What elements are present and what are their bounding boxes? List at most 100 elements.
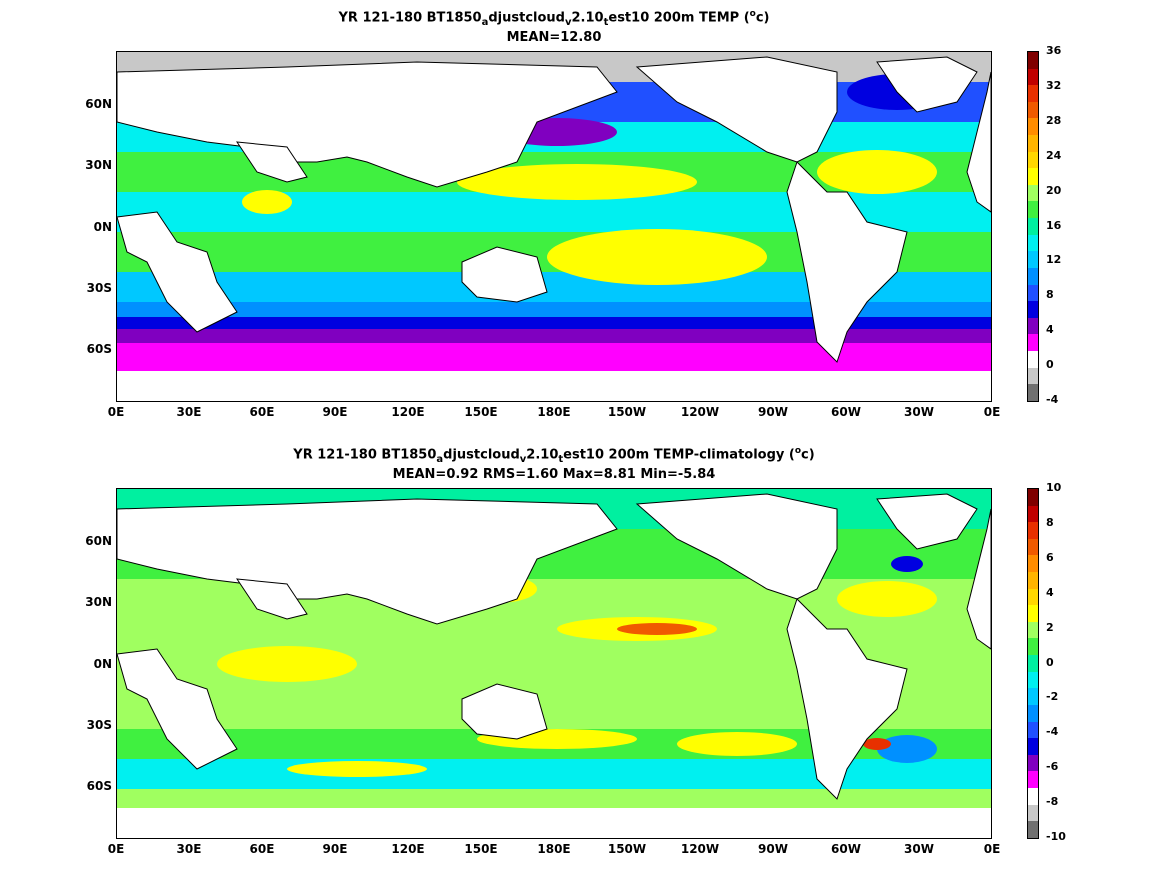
y-tick-30s: 30S — [86, 281, 112, 295]
colorbar-label: 4 — [1046, 323, 1054, 337]
colorbar-segment — [1028, 384, 1038, 401]
colorbar-segment — [1028, 284, 1038, 302]
x-tick: 120E — [391, 405, 425, 419]
y-tick-60s: 60S — [86, 779, 112, 793]
x-tick: 120E — [391, 842, 425, 856]
colorbar-label: -6 — [1046, 760, 1059, 774]
colorbar-label: -10 — [1046, 830, 1066, 843]
colorbar-label: 32 — [1046, 78, 1062, 92]
x-tick: 90E — [322, 405, 348, 419]
panel-title: YR 121-180 BT1850adjustcloudv2.10test10 … — [293, 446, 815, 465]
colorbar-segment — [1028, 522, 1038, 539]
colorbar-label: -4 — [1046, 725, 1059, 739]
x-tick: 150E — [464, 405, 498, 419]
colorbar-label: 36 — [1046, 44, 1062, 57]
x-tick: 180E — [537, 842, 571, 856]
colorbar-segment — [1028, 301, 1038, 318]
colorbar-label: 10 — [1046, 481, 1062, 494]
colorbar-segment — [1028, 85, 1038, 102]
panel-subtitle: MEAN=0.92 RMS=1.60 Max=8.81 Min=-5.84 — [392, 467, 716, 482]
y-tick-60s: 60S — [86, 342, 112, 356]
colorbar-segment — [1028, 367, 1038, 385]
y-tick-30n: 30N — [85, 595, 112, 609]
colorbar-segment — [1028, 251, 1038, 268]
x-tick: 60E — [249, 405, 275, 419]
colorbar-segment — [1028, 621, 1038, 639]
x-tick: 30W — [904, 842, 934, 856]
colorbar-segment — [1028, 505, 1038, 523]
x-tick: 90E — [322, 842, 348, 856]
colorbar — [1027, 51, 1039, 402]
y-tick-60n: 60N — [85, 97, 112, 111]
x-tick: 60W — [831, 405, 861, 419]
colorbar-segment — [1028, 688, 1038, 705]
colorbar-label: 28 — [1046, 113, 1062, 127]
colorbar-segment — [1028, 671, 1038, 689]
colorbar-segment — [1028, 101, 1038, 119]
colorbar-label: -2 — [1046, 690, 1059, 704]
colorbar-segment — [1028, 804, 1038, 822]
colorbar — [1027, 488, 1039, 839]
colorbar-label: 0 — [1046, 358, 1054, 372]
colorbar-segment — [1028, 234, 1038, 252]
colorbar-label: -4 — [1046, 393, 1059, 406]
x-tick: 90W — [758, 842, 788, 856]
colorbar-segment — [1028, 317, 1038, 335]
colorbar-label: 8 — [1046, 515, 1054, 529]
colorbar-segment — [1028, 738, 1038, 755]
colorbar-segment — [1028, 555, 1038, 573]
colorbar-label: 2 — [1046, 620, 1054, 634]
x-tick: 30W — [904, 405, 934, 419]
colorbar-label: 6 — [1046, 550, 1054, 564]
map-plot — [116, 51, 992, 402]
colorbar-segment — [1028, 68, 1038, 86]
colorbar-segment — [1028, 605, 1038, 622]
colorbar-segment — [1028, 184, 1038, 202]
colorbar-segment — [1028, 118, 1038, 136]
y-tick-30s: 30S — [86, 718, 112, 732]
colorbar-segment — [1028, 787, 1038, 805]
x-tick: 90W — [758, 405, 788, 419]
colorbar-segment — [1028, 572, 1038, 589]
map-plot — [116, 488, 992, 839]
colorbar-segment — [1028, 655, 1038, 672]
panel-top: YR 121-180 BT1850adjustcloudv2.10test10 … — [0, 0, 1167, 437]
y-tick-0n: 0N — [93, 220, 112, 234]
panel-title: YR 121-180 BT1850adjustcloudv2.10test10 … — [338, 9, 770, 28]
y-tick-0n: 0N — [93, 657, 112, 671]
colorbar-label: 12 — [1046, 253, 1062, 267]
colorbar-label: -8 — [1046, 795, 1059, 809]
x-tick: 30E — [176, 405, 202, 419]
colorbar-segment — [1028, 201, 1038, 219]
x-tick: 60W — [831, 842, 861, 856]
x-tick: 120W — [680, 405, 720, 419]
x-tick: 180E — [537, 405, 571, 419]
x-tick: 0E — [107, 405, 125, 419]
colorbar-segment — [1028, 135, 1038, 152]
colorbar-segment — [1028, 704, 1038, 722]
colorbar-segment — [1028, 721, 1038, 739]
colorbar-label: 16 — [1046, 218, 1062, 232]
x-tick: 30E — [176, 842, 202, 856]
colorbar-segment — [1028, 168, 1038, 185]
colorbar-label: 0 — [1046, 655, 1054, 669]
x-tick: 150W — [607, 405, 647, 419]
x-tick: 60E — [249, 842, 275, 856]
x-tick: 150W — [607, 842, 647, 856]
colorbar-segment — [1028, 821, 1038, 838]
colorbar-segment — [1028, 489, 1038, 506]
colorbar-label: 8 — [1046, 288, 1054, 302]
colorbar-segment — [1028, 350, 1038, 368]
colorbar-segment — [1028, 334, 1038, 351]
panel-subtitle: MEAN=12.80 — [506, 30, 602, 45]
colorbar-segment — [1028, 267, 1038, 285]
colorbar-segment — [1028, 588, 1038, 606]
colorbar-segment — [1028, 218, 1038, 235]
x-tick: 0E — [107, 842, 125, 856]
colorbar-segment — [1028, 754, 1038, 772]
colorbar-segment — [1028, 538, 1038, 556]
colorbar-segment — [1028, 151, 1038, 169]
colorbar-segment — [1028, 771, 1038, 788]
colorbar-label: 4 — [1046, 585, 1054, 599]
x-tick: 0E — [983, 842, 1001, 856]
